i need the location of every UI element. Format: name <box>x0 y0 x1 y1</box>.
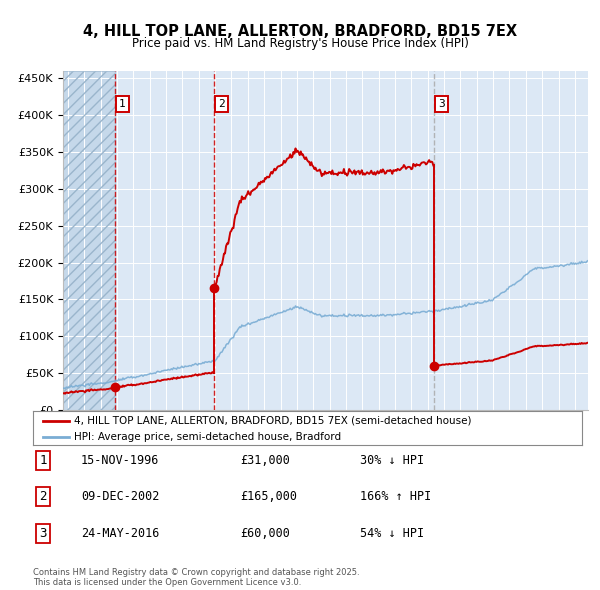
Text: HPI: Average price, semi-detached house, Bradford: HPI: Average price, semi-detached house,… <box>74 432 341 442</box>
Text: £31,000: £31,000 <box>240 454 290 467</box>
Text: 3: 3 <box>438 99 445 109</box>
Text: 1: 1 <box>119 99 126 109</box>
Text: 09-DEC-2002: 09-DEC-2002 <box>81 490 160 503</box>
Text: 15-NOV-1996: 15-NOV-1996 <box>81 454 160 467</box>
Text: 54% ↓ HPI: 54% ↓ HPI <box>360 527 424 540</box>
Bar <box>115 71 214 410</box>
Text: 30% ↓ HPI: 30% ↓ HPI <box>360 454 424 467</box>
Text: 2: 2 <box>218 99 225 109</box>
Text: 1: 1 <box>40 454 47 467</box>
Text: 24-MAY-2016: 24-MAY-2016 <box>81 527 160 540</box>
Text: 4, HILL TOP LANE, ALLERTON, BRADFORD, BD15 7EX (semi-detached house): 4, HILL TOP LANE, ALLERTON, BRADFORD, BD… <box>74 416 472 426</box>
Text: Price paid vs. HM Land Registry's House Price Index (HPI): Price paid vs. HM Land Registry's House … <box>131 37 469 50</box>
Text: 2: 2 <box>40 490 47 503</box>
Bar <box>63 71 115 410</box>
Text: £60,000: £60,000 <box>240 527 290 540</box>
Text: Contains HM Land Registry data © Crown copyright and database right 2025.
This d: Contains HM Land Registry data © Crown c… <box>33 568 359 587</box>
Text: £165,000: £165,000 <box>240 490 297 503</box>
Bar <box>63 71 115 410</box>
Text: 166% ↑ HPI: 166% ↑ HPI <box>360 490 431 503</box>
Text: 4, HILL TOP LANE, ALLERTON, BRADFORD, BD15 7EX: 4, HILL TOP LANE, ALLERTON, BRADFORD, BD… <box>83 24 517 38</box>
Text: 3: 3 <box>40 527 47 540</box>
